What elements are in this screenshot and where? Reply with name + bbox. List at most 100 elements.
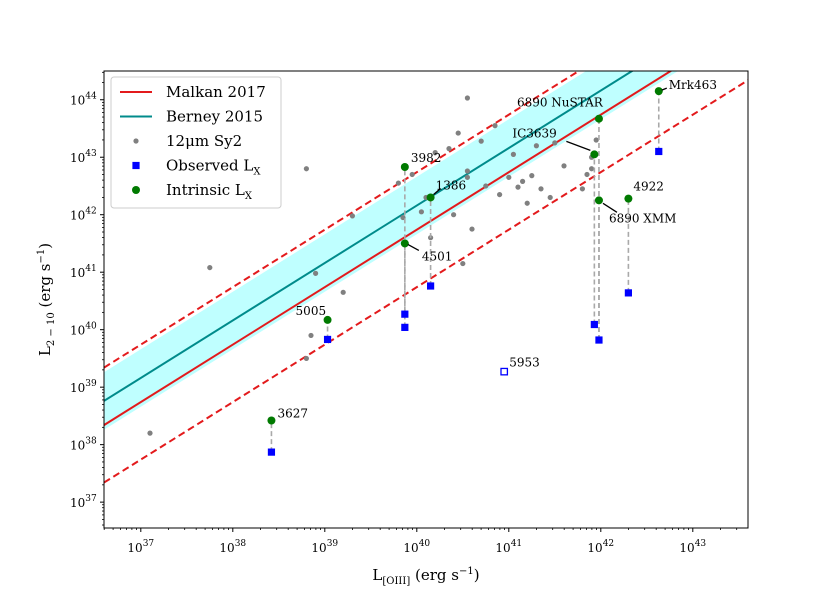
observed-lx-point (323, 335, 332, 344)
annotation-leader (566, 140, 591, 151)
sy2-point (552, 140, 558, 146)
sy2-point (497, 191, 503, 198)
point-annotation: Mrk463 (669, 78, 717, 92)
observed-lx-point (595, 336, 603, 344)
legend-label: Berney 2015 (166, 108, 263, 126)
y-tick-label: 1040 (70, 322, 97, 338)
y-tick-label: 1042 (70, 207, 97, 223)
point-annotation: 4501 (422, 249, 453, 263)
plot-area (104, 71, 748, 484)
sy2-point (547, 194, 553, 201)
annotation-leader (661, 87, 668, 91)
point-annotation: 6890 XMM (609, 211, 676, 225)
intrinsic-lx-point (400, 162, 409, 171)
sy2-point (464, 168, 470, 174)
intrinsic-lx-point (590, 150, 599, 159)
sy2-point (395, 180, 401, 186)
legend-label: Observed LX (166, 157, 261, 178)
x-tick-label: 1040 (403, 539, 430, 555)
legend-sy2-marker (133, 138, 139, 144)
sy2-point (520, 178, 526, 184)
sy2-point (593, 137, 599, 143)
sy2-point (589, 166, 595, 172)
malkan-upper-dashed-line (104, 71, 581, 369)
observed-lx-point (624, 289, 632, 297)
y-tick-label: 1037 (70, 494, 97, 510)
x-axis-label: L[OIII] (erg s−1) (372, 566, 479, 587)
sy2-point (464, 174, 470, 180)
legend-label: 12μm Sy2 (166, 132, 242, 150)
x-tick-label: 1038 (219, 539, 246, 555)
sy2-point (313, 270, 319, 276)
sy2-point (579, 186, 586, 192)
sy2-point (409, 171, 415, 178)
sy2-point (455, 130, 461, 136)
point-annotation: 5953 (509, 356, 540, 370)
sy2-point (349, 213, 355, 219)
observed-lx-point (655, 147, 663, 156)
point-annotation: IC3639 (512, 126, 556, 140)
sy2-point (469, 226, 475, 232)
sy2-point (584, 171, 590, 178)
y-tick-label: 1044 (70, 92, 97, 108)
sy2-point (529, 173, 535, 179)
sy2-point (147, 430, 153, 436)
malkan-relation-line (104, 71, 673, 426)
point-annotation: 4922 (633, 180, 664, 194)
sy2-point (524, 200, 530, 206)
observed-lx-open-point (500, 367, 509, 376)
observed-lx-point (401, 310, 409, 318)
intrinsic-lx-point (400, 239, 409, 248)
legend: Malkan 2017 Berney 2015 12μm Sy2 Observed L… (110, 76, 282, 209)
sy2-point (506, 174, 512, 180)
intrinsic-lx-point (426, 193, 435, 202)
sy2-point (340, 289, 346, 295)
point-annotation: 6890 NuSTAR (517, 96, 604, 110)
point-annotation: 3627 (277, 407, 308, 421)
malkan-lower-dashed-line (104, 79, 748, 484)
legend-box (110, 76, 282, 209)
legend-label: Intrinsic LX (166, 181, 253, 202)
sy2-point (561, 163, 567, 169)
sy2-point (492, 123, 498, 129)
x-tick-label: 1037 (127, 539, 154, 555)
intrinsic-lx-point (654, 87, 663, 96)
sy2-point (510, 151, 516, 157)
point-annotation: 1386 (436, 178, 467, 192)
annotation-leader (433, 187, 442, 195)
sy2-point (308, 332, 314, 339)
legend-observed-marker (132, 161, 140, 170)
point-annotation: 5005 (296, 304, 327, 318)
sy2-point (432, 150, 438, 156)
intrinsic-lx-point (323, 315, 332, 324)
sy2-point (460, 260, 466, 267)
sy2-point (446, 146, 452, 152)
y-tick-label: 1039 (70, 379, 97, 395)
intrinsic-lx-point (594, 196, 603, 205)
axes: 1037 1038 1039 1040 1041 1042 1043 1037 1038 1039… (36, 71, 738, 587)
observed-lx-point (267, 448, 276, 456)
sy2-point (303, 355, 309, 362)
plot-clip-group (104, 71, 748, 484)
sy2-point (515, 184, 521, 190)
intrinsic-lx-point (594, 114, 603, 123)
y-tick-label: 1043 (70, 149, 97, 165)
y-tick-label: 1038 (70, 437, 97, 453)
sy2-point (483, 183, 489, 189)
y-tick-label: 1041 (70, 264, 97, 280)
sy2-point (303, 166, 309, 172)
x-tick-label: 1041 (495, 539, 522, 555)
annotation-leader (407, 243, 420, 252)
y-axis-label: L2 − 10 (erg s−1) (36, 243, 57, 356)
point-annotation: 3982 (411, 151, 442, 165)
sy2-point (464, 95, 470, 101)
x-tick-label: 1039 (311, 539, 338, 555)
annotation-leader (602, 202, 618, 213)
sy2-point (418, 209, 424, 215)
sy2-point (478, 138, 484, 144)
intrinsic-lx-point (624, 194, 633, 203)
sy2-point (533, 143, 540, 149)
observed-lx-point (401, 323, 409, 331)
legend-label: Malkan 2017 (166, 83, 266, 101)
